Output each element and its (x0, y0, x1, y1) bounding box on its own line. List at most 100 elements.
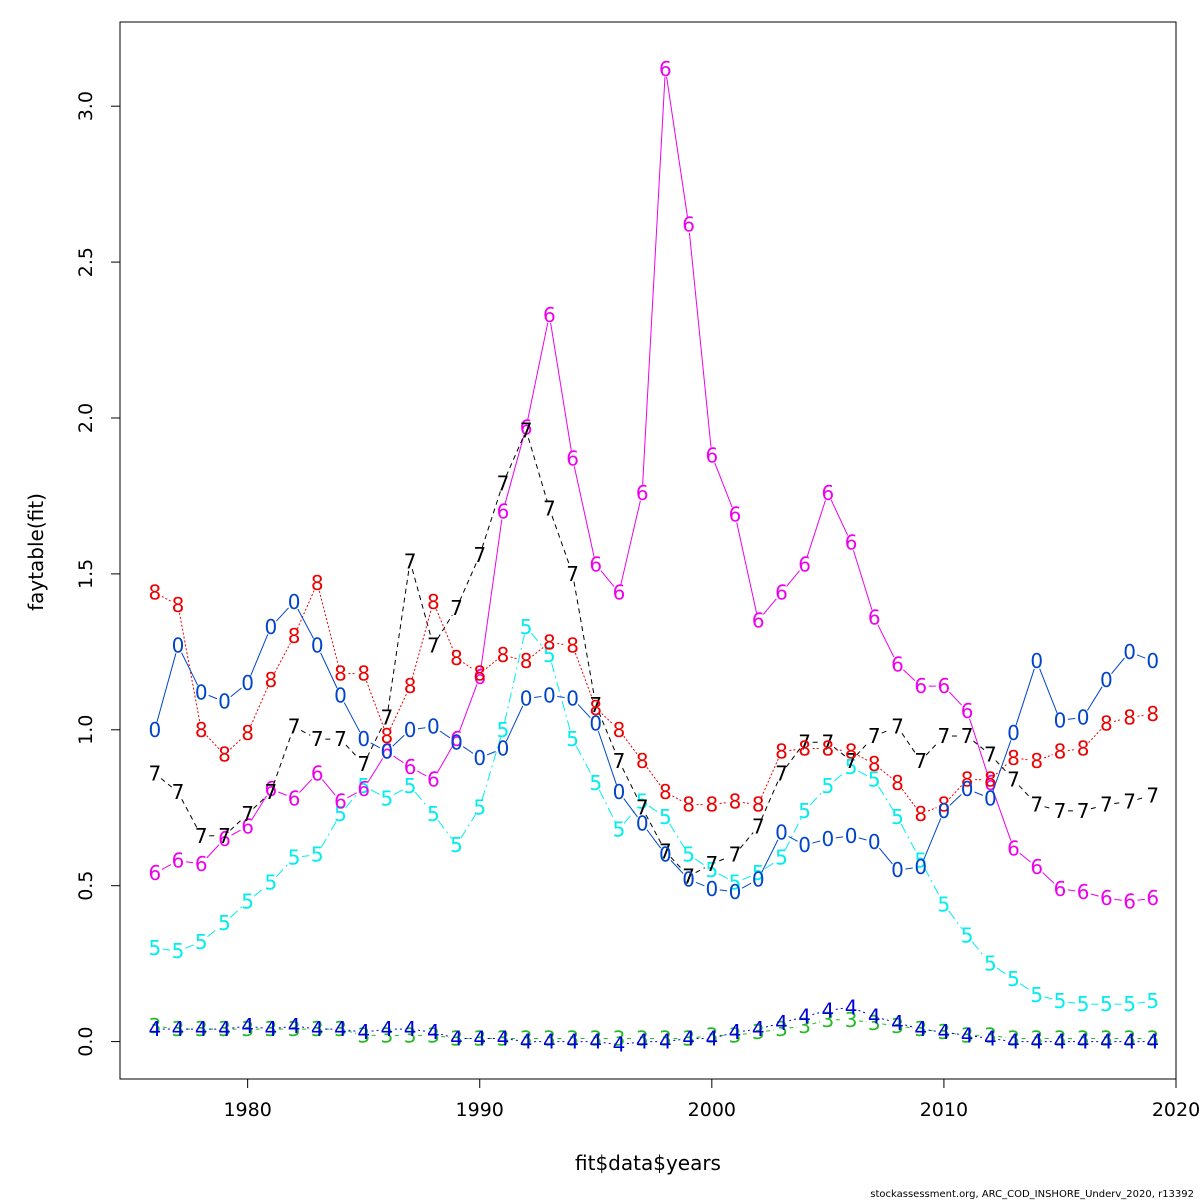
series-6-point: 6 (450, 727, 463, 751)
series-0-segment (741, 882, 752, 889)
series-3-point: 3 (1100, 1026, 1113, 1050)
series-6-segment (736, 522, 758, 613)
series-5-segment (833, 771, 846, 782)
series-6-point: 6 (427, 768, 440, 792)
series-8-segment (601, 713, 614, 725)
y-tick-label: 2.0 (75, 403, 97, 433)
series-7-segment (695, 867, 706, 873)
series-7-point: 7 (1054, 799, 1067, 823)
series-0-segment (719, 889, 728, 892)
series-4-point: 4 (961, 1023, 974, 1047)
series-0-point: 0 (1007, 721, 1020, 745)
series-5-point: 5 (659, 805, 672, 829)
series-4-segment (301, 1026, 310, 1029)
series-6-point: 6 (148, 861, 161, 885)
series-7-point: 7 (264, 780, 277, 804)
series-3-segment (742, 1032, 751, 1035)
series-5-point: 5 (497, 718, 510, 742)
series-4-point: 4 (311, 1017, 324, 1041)
series-0-segment (788, 836, 798, 842)
series-5-segment (948, 910, 963, 930)
series-7-point: 7 (148, 761, 161, 785)
series-4-segment (626, 1042, 635, 1045)
series-3-segment (441, 1035, 449, 1038)
series-0-point: 0 (1030, 649, 1043, 673)
series-4-point: 4 (1030, 1030, 1043, 1054)
series-8-point: 8 (1030, 749, 1043, 773)
series-0-point: 0 (311, 634, 324, 658)
series-6-point: 6 (543, 303, 556, 327)
series-0-segment (297, 608, 314, 639)
series-7-point: 7 (381, 705, 394, 729)
series-5-point: 5 (961, 924, 974, 948)
series-7-segment (622, 767, 640, 801)
x-tick-label: 1990 (456, 1099, 504, 1121)
series-7-segment (1090, 806, 1099, 810)
series-3-point: 3 (543, 1026, 556, 1050)
x-axis: 1980 1990 2000 2010 2020 (223, 1078, 1200, 1121)
series-7-point: 7 (938, 724, 951, 748)
series-4-point: 4 (984, 1026, 997, 1050)
series-0-segment (923, 818, 942, 860)
series-4-segment (510, 1039, 519, 1042)
series-3-point: 3 (798, 1014, 811, 1038)
series-8-point: 8 (218, 743, 231, 767)
series-3-point: 3 (775, 1017, 788, 1041)
series-4-point: 4 (868, 1005, 881, 1029)
series-7-segment (181, 798, 198, 829)
series-4-point: 4 (682, 1026, 695, 1050)
series-7-point: 7 (195, 824, 208, 848)
series-7-point: 7 (288, 715, 301, 739)
series-0-point: 0 (938, 799, 951, 823)
series-7-point: 7 (241, 802, 254, 826)
series-8-point: 8 (1123, 705, 1136, 729)
series-8-point: 8 (729, 789, 742, 813)
series-6-segment (278, 791, 287, 796)
series-0-segment (835, 836, 844, 839)
series-8-point: 8 (172, 593, 185, 617)
series-8-point: 8 (961, 768, 974, 792)
series-5-segment (1019, 983, 1031, 991)
series-4-point: 4 (938, 1020, 951, 1044)
series-7-segment (229, 819, 243, 831)
series-7-point: 7 (520, 418, 533, 442)
series-0-segment (486, 751, 496, 756)
series-3-segment (812, 1021, 821, 1025)
series-3-point: 3 (566, 1026, 579, 1050)
series-0-point: 0 (288, 590, 301, 614)
series-4-segment (858, 1009, 868, 1015)
series-0-segment (949, 794, 962, 806)
series-5-point: 5 (1030, 983, 1043, 1007)
series-6-segment (830, 499, 849, 536)
series-7-segment (160, 778, 173, 788)
series-4-point: 4 (613, 1033, 626, 1057)
series-8-point: 8 (497, 643, 510, 667)
series-3-point: 3 (891, 1014, 904, 1038)
series-6-point: 6 (775, 581, 788, 605)
series-7-segment (459, 562, 477, 602)
series-4-point: 4 (659, 1030, 672, 1054)
series-0-point: 0 (1077, 705, 1090, 729)
series-6-segment (321, 779, 336, 796)
series-0-segment (646, 829, 662, 849)
series-0-segment (695, 881, 705, 887)
series-6-point: 6 (845, 531, 858, 555)
series-6-point: 6 (1077, 880, 1090, 904)
series-7-point: 7 (497, 471, 510, 495)
series-0-segment (250, 634, 269, 676)
series-0-point: 0 (589, 712, 602, 736)
series-8-segment (510, 656, 519, 660)
series-3-segment (766, 1029, 774, 1032)
series-5-segment (971, 941, 986, 958)
series-6-point: 6 (589, 553, 602, 577)
series-7-point: 7 (682, 864, 695, 888)
series-5-segment (694, 858, 706, 867)
y-tick-label: 1.0 (75, 715, 97, 745)
series-7-point: 7 (1100, 793, 1113, 817)
series-0-point: 0 (1054, 708, 1067, 732)
series-6-segment (992, 790, 1012, 841)
series-8-segment (250, 687, 269, 726)
series-5-segment (648, 805, 660, 814)
series-4-segment (881, 1018, 890, 1022)
